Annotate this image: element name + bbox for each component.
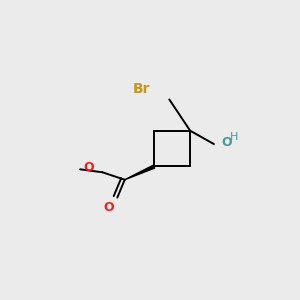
Text: H: H <box>230 132 238 142</box>
Text: O: O <box>221 136 232 149</box>
Polygon shape <box>125 165 154 180</box>
Text: O: O <box>103 202 114 214</box>
Text: O: O <box>83 161 94 174</box>
Text: Br: Br <box>133 82 150 96</box>
